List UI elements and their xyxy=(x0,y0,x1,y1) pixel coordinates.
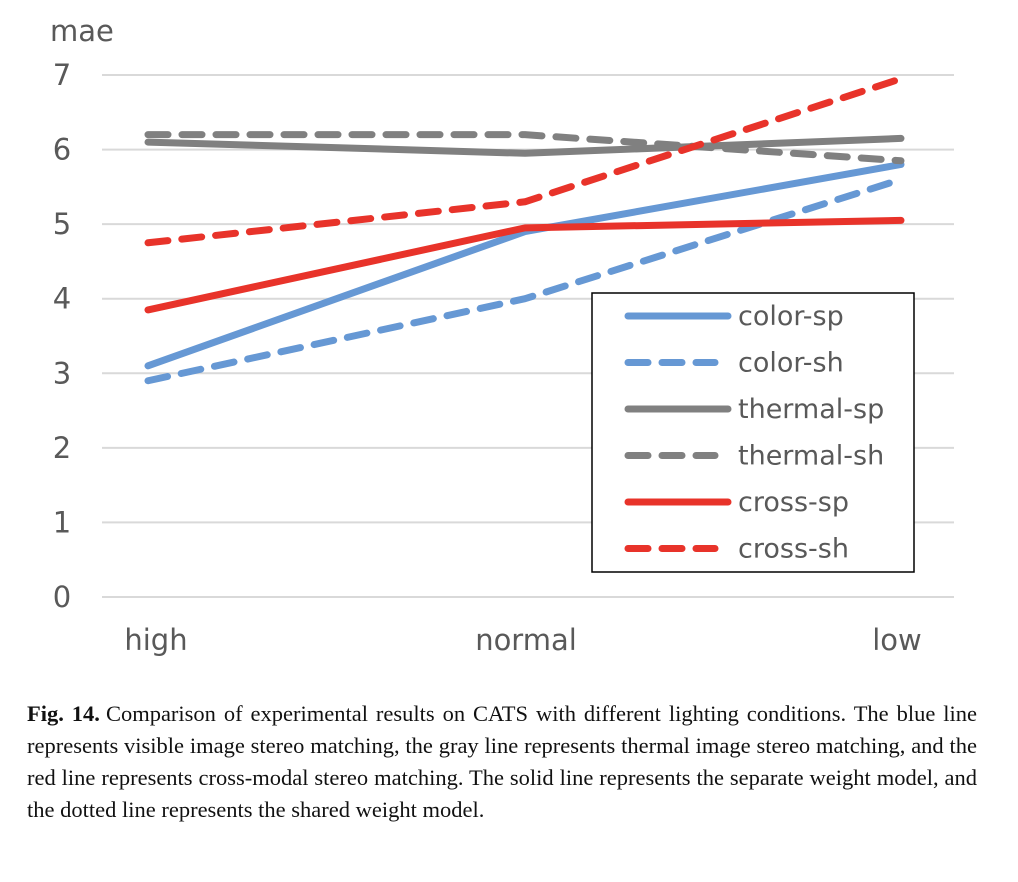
legend-label-cross-sp: cross-sp xyxy=(738,487,849,518)
x-tick-label: high xyxy=(124,623,187,657)
y-tick-label: 4 xyxy=(53,282,71,316)
legend-label-thermal-sh: thermal-sh xyxy=(738,441,884,472)
series-line-thermal-sp xyxy=(144,134,905,157)
legend-label-cross-sh: cross-sh xyxy=(738,534,849,565)
y-tick-label: 3 xyxy=(53,356,71,390)
legend-box xyxy=(591,292,915,573)
y-tick-label: 6 xyxy=(53,133,71,167)
x-tick-label: low xyxy=(872,623,922,657)
legend-label-color-sp: color-sp xyxy=(738,301,844,332)
caption-text: Comparison of experimental results on CA… xyxy=(27,701,978,822)
y-tick-label: 2 xyxy=(53,431,71,465)
figure-caption: Fig. 14. Comparison of experimental resul… xyxy=(27,698,977,826)
x-axis-ticks: high normal low xyxy=(124,623,921,657)
y-tick-label: 1 xyxy=(53,505,71,539)
y-tick-label: 7 xyxy=(53,58,71,92)
series-lines xyxy=(144,75,905,385)
y-axis-title: mae xyxy=(50,14,114,48)
legend: color-sp color-sh thermal-sp thermal-sh cros… xyxy=(591,292,915,573)
y-axis-ticks: 0 1 2 3 4 5 6 7 xyxy=(53,58,71,614)
y-tick-label: 5 xyxy=(53,207,71,241)
x-tick-label: normal xyxy=(475,623,577,657)
y-tick-label: 0 xyxy=(53,580,71,614)
legend-label-thermal-sp: thermal-sp xyxy=(738,394,884,425)
figure-label: Fig. 14. xyxy=(27,701,100,726)
legend-label-color-sh: color-sh xyxy=(738,348,844,379)
